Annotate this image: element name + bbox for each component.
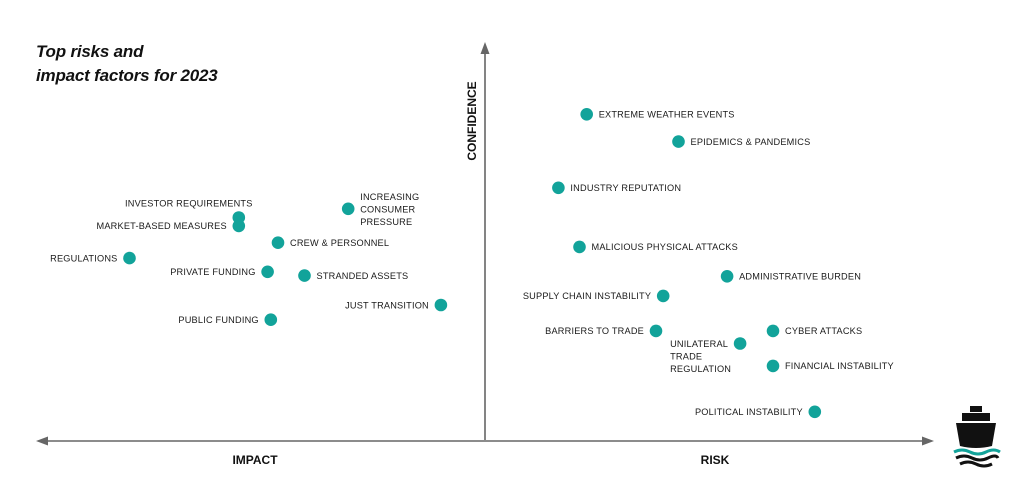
label-supply-chain-instability: SUPPLY CHAIN INSTABILITY — [523, 291, 651, 301]
point-barriers-to-trade — [649, 324, 663, 338]
label-increasing-consumer-pressure-line-3: PRESSURE — [360, 217, 412, 227]
ship-icon — [953, 406, 1001, 468]
axes — [36, 42, 934, 446]
point-political-instability — [808, 405, 822, 419]
chart-title-line-1: Top risks and — [36, 42, 144, 61]
x-axis-label-impact: IMPACT — [232, 453, 278, 467]
label-malicious-physical-attacks: MALICIOUS PHYSICAL ATTACKS — [592, 242, 738, 252]
point-cyber-attacks — [766, 324, 780, 338]
point-administrative-burden — [720, 270, 734, 283]
label-cyber-attacks: CYBER ATTACKS — [785, 326, 862, 336]
y-axis-label: CONFIDENCE — [465, 81, 479, 160]
label-unilateral-trade-regulation-line-1: UNILATERAL — [670, 339, 728, 349]
point-supply-chain-instability — [656, 289, 670, 303]
data-points: EXTREME WEATHER EVENTS EPIDEMICS & PANDEM… — [50, 108, 894, 419]
label-extreme-weather-events: EXTREME WEATHER EVENTS — [599, 110, 735, 120]
point-crew-and-personnel — [271, 236, 285, 249]
label-crew-and-personnel: CREW & PERSONNEL — [290, 238, 389, 248]
point-unilateral-trade-regulation — [733, 337, 747, 350]
label-political-instability: POLITICAL INSTABILITY — [695, 407, 803, 417]
x-axis-right-arrowhead — [922, 436, 934, 446]
point-industry-reputation — [552, 181, 565, 195]
point-malicious-physical-attacks — [573, 240, 586, 254]
point-regulations — [123, 251, 136, 265]
label-unilateral-trade-regulation-line-3: REGULATION — [670, 364, 731, 374]
point-private-funding — [261, 265, 274, 279]
label-private-funding: PRIVATE FUNDING — [170, 267, 255, 277]
label-unilateral-trade-regulation: UNILATERAL TRADE REGULATION — [670, 339, 731, 374]
point-just-transition — [434, 298, 448, 312]
point-public-funding — [264, 313, 278, 327]
chart-title: Top risks and impact factors for 2023 — [36, 40, 218, 88]
point-stranded-assets — [298, 269, 311, 282]
point-epidemics-and-pandemics — [672, 135, 685, 148]
point-extreme-weather-events — [580, 108, 593, 121]
label-public-funding: PUBLIC FUNDING — [178, 315, 258, 325]
label-financial-instability: FINANCIAL INSTABILITY — [785, 361, 894, 371]
x-axis-left-arrowhead — [36, 436, 48, 446]
chart-title-line-2: impact factors for 2023 — [36, 66, 218, 85]
y-axis-arrowhead — [480, 42, 490, 54]
label-market-based-measures: MARKET-BASED MEASURES — [96, 221, 226, 231]
label-increasing-consumer-pressure-line-2: CONSUMER — [360, 204, 415, 214]
label-barriers-to-trade: BARRIERS TO TRADE — [545, 326, 644, 336]
x-axis-label-risk: RISK — [701, 453, 730, 467]
label-investor-requirements: INVESTOR REQUIREMENTS — [125, 199, 253, 209]
label-regulations: REGULATIONS — [50, 253, 117, 263]
label-increasing-consumer-pressure-line-1: INCREASING — [360, 192, 419, 202]
label-industry-reputation: INDUSTRY REPUTATION — [570, 183, 681, 193]
label-administrative-burden: ADMINISTRATIVE BURDEN — [739, 272, 861, 282]
point-increasing-consumer-pressure — [341, 202, 355, 216]
point-market-based-measures — [232, 219, 246, 233]
label-just-transition: JUST TRANSITION — [345, 300, 429, 310]
label-epidemics-and-pandemics: EPIDEMICS & PANDEMICS — [691, 137, 811, 147]
label-unilateral-trade-regulation-line-2: TRADE — [670, 351, 702, 361]
point-financial-instability — [766, 359, 780, 373]
label-increasing-consumer-pressure: INCREASING CONSUMER PRESSURE — [360, 192, 419, 227]
label-stranded-assets: STRANDED ASSETS — [317, 271, 409, 281]
